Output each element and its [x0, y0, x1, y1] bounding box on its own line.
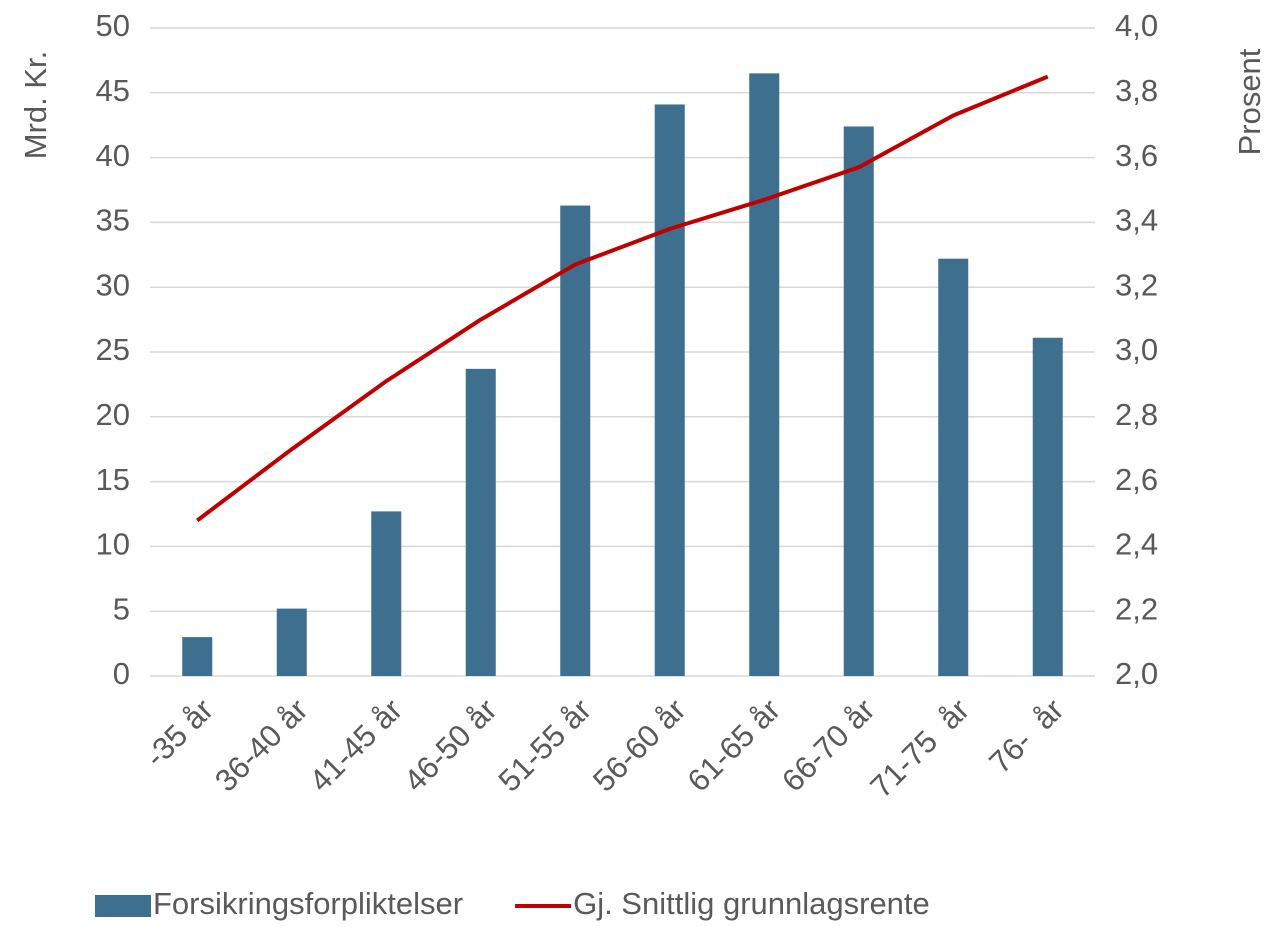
x-tick-label: 41-45 år [303, 692, 409, 798]
y-tick-label: 20 [96, 397, 130, 432]
y2-tick-label: 4,0 [1115, 8, 1158, 43]
x-tick-label: 71-75 år [864, 692, 976, 804]
bar [938, 258, 969, 676]
bar [654, 104, 685, 677]
x-tick-label: -35 år [138, 692, 220, 774]
x-tick-label: 51-55 år [492, 692, 598, 798]
y2-tick-label: 2,2 [1115, 591, 1158, 626]
y-tick-label: 40 [96, 138, 130, 173]
y-tick-label: 5 [113, 591, 130, 626]
x-tick-label: 61-65 år [681, 692, 787, 798]
y2-tick-label: 3,0 [1115, 332, 1158, 367]
y-tick-label: 45 [96, 73, 130, 108]
y-tick-label: 15 [96, 462, 130, 497]
bar [843, 126, 874, 677]
y2-tick-label: 3,2 [1115, 267, 1158, 302]
y2-tick-label: 2,0 [1115, 656, 1158, 691]
y2-tick-label: 3,4 [1115, 203, 1158, 238]
line [196, 74, 1049, 523]
bar [371, 511, 402, 676]
legend-label: Gj. Snittlig grunnlagsrente [573, 886, 930, 921]
y-axis-title: Mrd. Kr. [18, 51, 53, 160]
y-tick-label: 30 [96, 267, 130, 302]
y2-tick-label: 3,6 [1115, 138, 1158, 173]
bar [1032, 337, 1063, 676]
y-tick-label: 0 [113, 656, 130, 691]
x-tick-label: 46-50 år [397, 692, 503, 798]
bar [276, 608, 307, 676]
bar [465, 368, 496, 676]
y-tick-label: 35 [96, 203, 130, 238]
bar [560, 205, 591, 676]
legend-swatch [95, 895, 151, 917]
y2-axis-title: Prosent [1232, 48, 1267, 155]
bar [749, 73, 780, 677]
y2-tick-label: 2,6 [1115, 462, 1158, 497]
x-tick-label: 76- år [982, 692, 1070, 780]
y2-tick-label: 3,8 [1115, 73, 1158, 108]
y2-tick-label: 2,8 [1115, 397, 1158, 432]
x-tick-label: 36-40 år [208, 692, 314, 798]
bar [182, 637, 213, 676]
y-tick-label: 25 [96, 332, 130, 367]
y-tick-label: 50 [96, 8, 130, 43]
y-tick-label: 10 [96, 527, 130, 562]
x-tick-label: 56-60 år [586, 692, 692, 798]
y2-tick-label: 2,4 [1115, 527, 1158, 562]
legend-label: Forsikringsforpliktelser [153, 886, 463, 921]
